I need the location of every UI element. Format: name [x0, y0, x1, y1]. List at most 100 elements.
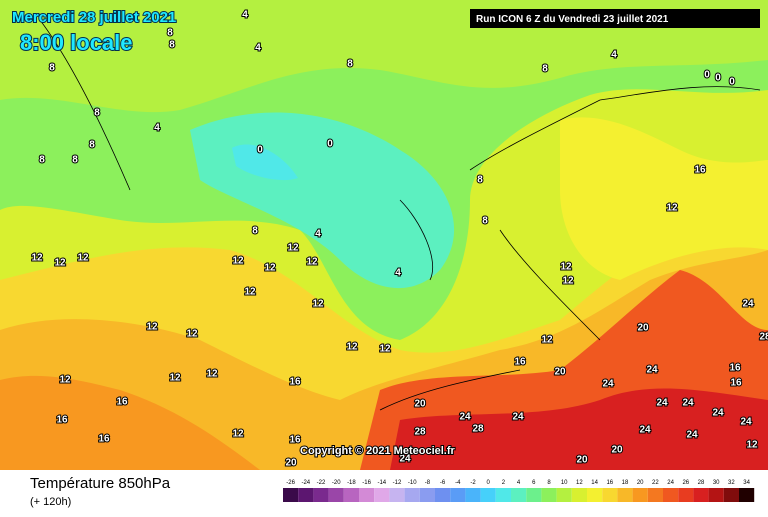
scale-swatch [328, 488, 344, 502]
scale-swatch [678, 488, 694, 502]
scale-label: 4 [517, 480, 521, 486]
scale-label: -18 [347, 480, 356, 486]
contour-label: 24 [686, 430, 698, 441]
contour-label: 16 [289, 377, 301, 388]
contour-label: 24 [682, 398, 694, 409]
scale-label: 16 [606, 480, 613, 486]
scale-swatch [511, 488, 527, 502]
contour-label: 8 [39, 155, 45, 166]
contour-label: 8 [482, 216, 488, 227]
scale-swatch [298, 488, 314, 502]
copyright: Copyright © 2021 Meteociel.fr [300, 445, 456, 457]
contour-label: 24 [742, 299, 754, 310]
scale-swatch [617, 488, 633, 502]
contour-label: 24 [512, 412, 524, 423]
scale-swatch [343, 488, 359, 502]
contour-label: 4 [154, 123, 160, 134]
contour-label: 24 [712, 408, 724, 419]
contour-label: 24 [399, 454, 411, 465]
contour-label: 12 [206, 369, 218, 380]
contour-label: 0 [729, 77, 735, 88]
contour-label: 24 [740, 417, 752, 428]
contour-label: 12 [666, 203, 678, 214]
run-label: Run ICON 6 Z du Vendredi 23 juillet 2021 [476, 14, 669, 25]
scale-label: -12 [393, 480, 402, 486]
temperature-field [0, 0, 768, 470]
contour-label: 12 [77, 253, 89, 264]
scale-swatch [647, 488, 663, 502]
contour-label: 16 [729, 363, 741, 374]
contour-label: 12 [31, 253, 43, 264]
contour-label: 8 [169, 40, 175, 51]
coastlines [39, 19, 761, 411]
scale-swatch [465, 488, 481, 502]
scale-label: -14 [377, 480, 386, 486]
date-title: Mercredi 28 juillet 2021 [12, 9, 176, 26]
scale-swatch [435, 488, 451, 502]
scale-swatch [450, 488, 466, 502]
contour-label: 16 [694, 165, 706, 176]
contour-label: 12 [54, 258, 66, 269]
contour-label: 0 [327, 139, 333, 150]
contour-label: 12 [186, 329, 198, 340]
scale-swatch [374, 488, 390, 502]
contour-label: 12 [244, 287, 256, 298]
scale-label: 30 [713, 480, 720, 486]
scale-swatch [632, 488, 648, 502]
contour-label: 4 [255, 43, 261, 54]
contour-label: 20 [611, 445, 623, 456]
contour-label: 12 [746, 440, 758, 451]
contour-label: 16 [730, 378, 742, 389]
contour-label: 16 [56, 415, 68, 426]
contour-label: 8 [94, 108, 100, 119]
contour-label: 24 [602, 379, 614, 390]
scale-label: 32 [728, 480, 735, 486]
scale-swatch [587, 488, 603, 502]
contour-label: 12 [562, 276, 574, 287]
lead-time: (+ 120h) [30, 496, 71, 508]
contour-label: 24 [646, 365, 658, 376]
contour-label: 12 [232, 256, 244, 267]
scale-label: 10 [561, 480, 568, 486]
scale-label: 28 [698, 480, 705, 486]
contour-label: 12 [232, 429, 244, 440]
scale-label: -6 [440, 480, 446, 486]
contour-label: 8 [477, 175, 483, 186]
contour-label: 8 [89, 140, 95, 151]
scale-swatch [313, 488, 329, 502]
contour-label: 16 [98, 434, 110, 445]
scale-label: -8 [425, 480, 431, 486]
scale-label: -20 [332, 480, 341, 486]
contour-label: 8 [252, 226, 258, 237]
scale-swatch [419, 488, 435, 502]
scale-swatch [602, 488, 618, 502]
contour-label: 28 [759, 332, 768, 343]
run-label-box [470, 9, 760, 28]
contour-label: 8 [49, 63, 55, 74]
contour-label: 4 [315, 229, 321, 240]
scale-swatch [556, 488, 572, 502]
scale-label: 20 [637, 480, 644, 486]
scale-label: -10 [408, 480, 417, 486]
contour-label: 20 [414, 399, 426, 410]
contour-label: 24 [459, 412, 471, 423]
contour-label: 4 [611, 50, 617, 61]
scale-swatch [359, 488, 375, 502]
scale-swatch [571, 488, 587, 502]
scale-swatch [283, 488, 299, 502]
scale-label: -24 [301, 480, 310, 486]
contour-label: 24 [656, 398, 668, 409]
scale-label: 14 [591, 480, 598, 486]
scale-label: 34 [743, 480, 750, 486]
scale-label: -4 [455, 480, 461, 486]
scale-swatch [526, 488, 542, 502]
scale-label: 22 [652, 480, 659, 486]
contour-label: 28 [414, 427, 426, 438]
contour-label: 8 [542, 64, 548, 75]
contour-label: 8 [167, 28, 173, 39]
contour-label: 12 [306, 257, 318, 268]
contour-label: 8 [72, 155, 78, 166]
